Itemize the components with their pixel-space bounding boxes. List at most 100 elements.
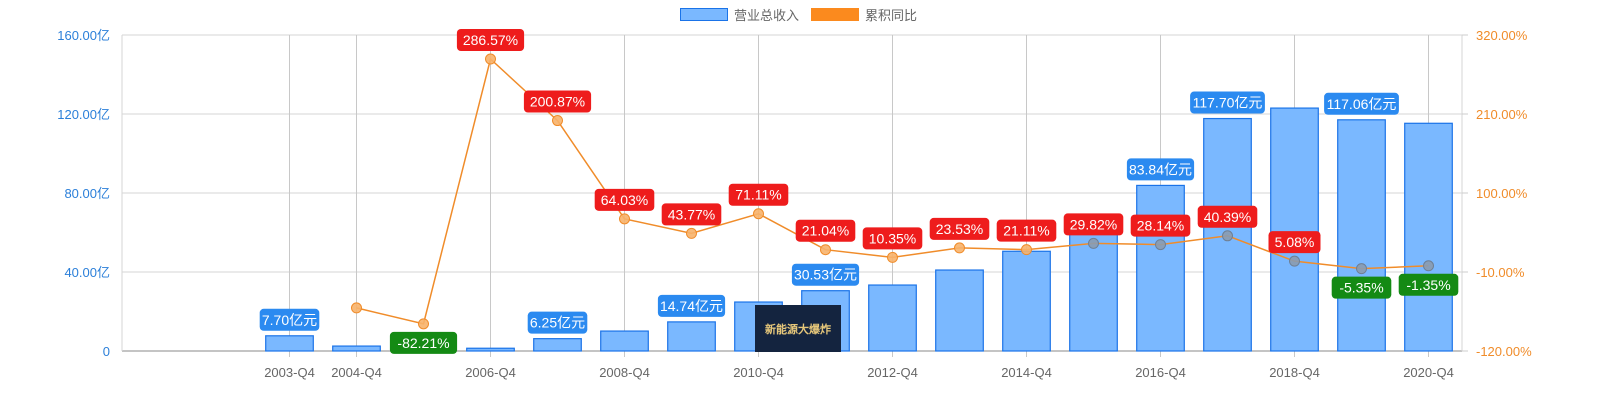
svg-text:28.14%: 28.14% bbox=[1137, 218, 1184, 234]
yoy-point[interactable] bbox=[1356, 263, 1367, 275]
bar[interactable] bbox=[1270, 107, 1319, 352]
right-axis-tick: 100.00% bbox=[1476, 186, 1528, 201]
left-axis-tick: 40.00亿 bbox=[64, 265, 110, 280]
bar[interactable] bbox=[1136, 184, 1185, 352]
legend-swatch-yoy bbox=[811, 8, 859, 21]
svg-text:-1.35%: -1.35% bbox=[1406, 277, 1450, 293]
x-axis-tick: 2006-Q4 bbox=[465, 365, 516, 380]
yoy-point[interactable] bbox=[552, 115, 563, 127]
bar-series-revenue bbox=[265, 107, 1453, 352]
yoy-point[interactable] bbox=[1021, 244, 1032, 256]
x-axis-tick: 2004-Q4 bbox=[331, 365, 382, 380]
svg-text:83.84亿元: 83.84亿元 bbox=[1129, 161, 1192, 177]
svg-text:117.06亿元: 117.06亿元 bbox=[1327, 96, 1397, 112]
x-axis-tick: 2008-Q4 bbox=[599, 365, 650, 380]
legend-swatch-revenue bbox=[679, 8, 728, 21]
yoy-point[interactable] bbox=[485, 53, 496, 65]
data-label: 21.11% bbox=[996, 219, 1057, 242]
data-label: 71.11% bbox=[728, 183, 789, 206]
left-axis-tick: 120.00亿 bbox=[57, 107, 110, 122]
yoy-point[interactable] bbox=[1222, 230, 1233, 242]
svg-text:200.87%: 200.87% bbox=[530, 94, 585, 110]
bar[interactable] bbox=[935, 269, 984, 352]
yoy-point[interactable] bbox=[954, 242, 965, 254]
bar[interactable] bbox=[868, 284, 917, 352]
svg-text:117.70亿元: 117.70亿元 bbox=[1193, 95, 1263, 111]
svg-text:40.39%: 40.39% bbox=[1204, 209, 1251, 225]
legend-label-revenue: 营业总收入 bbox=[733, 8, 799, 23]
svg-text:6.25亿元: 6.25亿元 bbox=[530, 315, 585, 331]
svg-text:5.08%: 5.08% bbox=[1275, 234, 1315, 250]
bar[interactable] bbox=[1404, 122, 1453, 352]
x-axis-tick: 2016-Q4 bbox=[1135, 365, 1186, 380]
data-label: 30.53亿元 bbox=[791, 263, 860, 286]
yoy-point[interactable] bbox=[619, 213, 630, 225]
yoy-point[interactable] bbox=[418, 318, 429, 330]
yoy-point[interactable] bbox=[753, 208, 764, 220]
x-axis-tick: 2020-Q4 bbox=[1403, 365, 1454, 380]
legend-item-yoy[interactable]: 累积同比 bbox=[811, 5, 917, 24]
right-axis-tick: -120.00% bbox=[1476, 344, 1532, 359]
bar[interactable] bbox=[600, 330, 649, 352]
bar[interactable] bbox=[1337, 119, 1386, 352]
x-axis-tick: 2012-Q4 bbox=[867, 365, 918, 380]
svg-text:286.57%: 286.57% bbox=[463, 32, 518, 48]
bar[interactable] bbox=[332, 345, 381, 352]
bar[interactable] bbox=[1002, 250, 1051, 352]
left-axis-tick: 0 bbox=[103, 344, 110, 359]
bar[interactable] bbox=[1069, 231, 1118, 352]
data-label: 7.70亿元 bbox=[259, 308, 320, 331]
svg-text:23.53%: 23.53% bbox=[936, 221, 983, 237]
svg-text:-5.35%: -5.35% bbox=[1339, 280, 1383, 296]
legend-item-revenue[interactable]: 营业总收入 bbox=[679, 5, 799, 24]
bar[interactable] bbox=[265, 335, 314, 352]
bar[interactable] bbox=[667, 321, 716, 352]
right-axis-tick: 320.00% bbox=[1476, 28, 1528, 43]
data-label: 286.57% bbox=[456, 29, 525, 52]
x-axis-tick: 2010-Q4 bbox=[733, 365, 784, 380]
x-axis-tick: 2003-Q4 bbox=[264, 365, 315, 380]
data-label: -82.21% bbox=[389, 331, 458, 354]
left-axis-tick: 80.00亿 bbox=[64, 186, 110, 201]
svg-text:14.74亿元: 14.74亿元 bbox=[660, 298, 723, 314]
data-label: 21.04% bbox=[795, 219, 856, 242]
yoy-point[interactable] bbox=[1088, 237, 1099, 249]
svg-text:21.04%: 21.04% bbox=[802, 223, 849, 239]
data-label: 6.25亿元 bbox=[527, 311, 588, 334]
data-label: 43.77% bbox=[661, 203, 722, 226]
yoy-point[interactable] bbox=[686, 227, 697, 239]
data-label: 83.84亿元 bbox=[1126, 158, 1195, 181]
watermark-text: 新能源大爆炸 bbox=[765, 323, 831, 336]
yoy-point[interactable] bbox=[1155, 239, 1166, 251]
right-axis-tick: 210.00% bbox=[1476, 107, 1528, 122]
data-label: 5.08% bbox=[1268, 231, 1321, 254]
data-label: 64.03% bbox=[594, 188, 655, 211]
watermark-logo: 新能源大爆炸 bbox=[755, 305, 841, 352]
bar[interactable] bbox=[533, 338, 582, 352]
data-label: 117.70亿元 bbox=[1190, 91, 1265, 114]
data-label: -5.35% bbox=[1331, 276, 1392, 299]
bar[interactable] bbox=[466, 347, 515, 352]
svg-text:64.03%: 64.03% bbox=[601, 192, 648, 208]
svg-text:10.35%: 10.35% bbox=[869, 230, 916, 246]
data-label: 10.35% bbox=[862, 227, 923, 250]
svg-text:-82.21%: -82.21% bbox=[397, 335, 449, 351]
chart-legend: 营业总收入 累积同比 bbox=[0, 5, 1597, 24]
x-axis-tick: 2014-Q4 bbox=[1001, 365, 1052, 380]
data-labels: 7.70亿元 6.25亿元 14.74亿元 30.53亿元 83.84亿元 117.70亿… bbox=[259, 29, 1459, 354]
yoy-point[interactable] bbox=[1289, 255, 1300, 267]
yoy-point[interactable] bbox=[820, 244, 831, 256]
axes: 0 -120.00% 40.00亿 -10.00% 80.00亿 100.00% 120.0… bbox=[57, 28, 1532, 380]
data-label: 29.82% bbox=[1063, 213, 1124, 236]
legend-label-yoy: 累积同比 bbox=[865, 8, 918, 23]
yoy-point[interactable] bbox=[351, 302, 362, 314]
svg-text:29.82%: 29.82% bbox=[1070, 216, 1117, 232]
data-label: 200.87% bbox=[523, 90, 592, 113]
data-label: 28.14% bbox=[1130, 214, 1191, 237]
data-label: 117.06亿元 bbox=[1324, 92, 1399, 115]
yoy-point[interactable] bbox=[1423, 260, 1434, 272]
right-axis-tick: -10.00% bbox=[1476, 265, 1525, 280]
yoy-point[interactable] bbox=[887, 251, 898, 263]
svg-text:71.11%: 71.11% bbox=[735, 187, 781, 203]
